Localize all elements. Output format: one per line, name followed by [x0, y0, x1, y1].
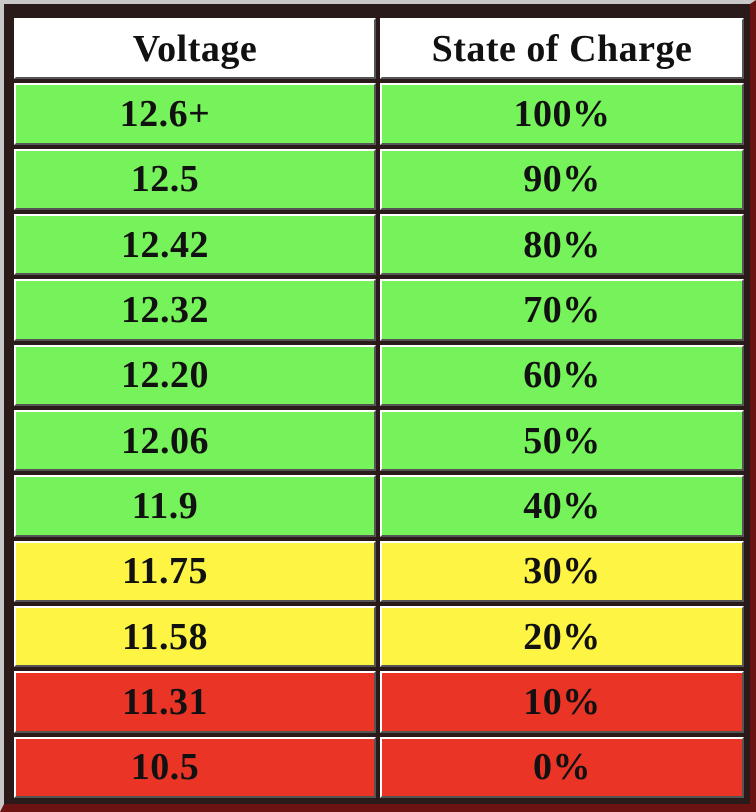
soc-cell: 0%: [380, 736, 744, 798]
voltage-cell: 12.6+: [14, 83, 376, 145]
voltage-cell: 11.31: [14, 671, 376, 733]
voltage-soc-table: Voltage State of Charge 12.6+ 100% 12.5 90%…: [10, 16, 744, 798]
voltage-cell: 10.5: [14, 736, 376, 798]
soc-cell: 60%: [380, 344, 744, 406]
voltage-cell: 11.58: [14, 605, 376, 668]
voltage-cell: 12.06: [14, 409, 376, 472]
voltage-cell: 12.42: [14, 213, 376, 276]
soc-cell: 40%: [380, 475, 744, 537]
voltage-cell: 12.32: [14, 279, 376, 341]
voltage-cell: 12.5: [14, 148, 376, 210]
soc-cell: 10%: [380, 671, 744, 733]
voltage-header: Voltage: [14, 18, 376, 80]
soc-cell: 90%: [380, 148, 744, 210]
soc-cell: 80%: [380, 213, 744, 276]
soc-cell: 100%: [380, 83, 744, 145]
soc-cell: 70%: [380, 279, 744, 341]
soc-cell: 20%: [380, 605, 744, 668]
voltage-cell: 11.75: [14, 540, 376, 602]
soc-header: State of Charge: [380, 18, 744, 80]
soc-cell: 30%: [380, 540, 744, 602]
voltage-cell: 11.9: [14, 475, 376, 537]
voltage-cell: 12.20: [14, 344, 376, 406]
soc-cell: 50%: [380, 409, 744, 472]
